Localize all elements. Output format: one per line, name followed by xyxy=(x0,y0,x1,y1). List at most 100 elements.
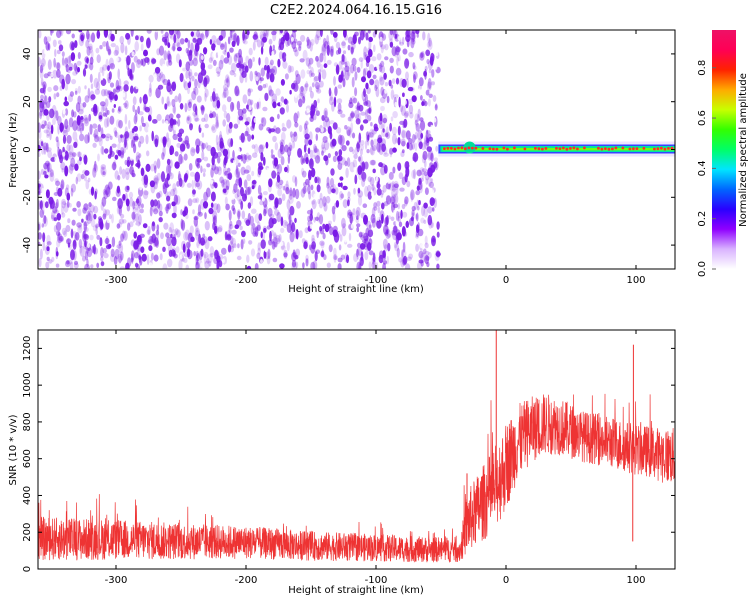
spectrogram-noise-cell xyxy=(397,211,401,219)
spectrogram-noise-cell xyxy=(100,89,107,97)
spectrogram-gap-cell xyxy=(229,91,233,97)
spectrogram-noise-cell xyxy=(217,166,222,176)
spectrogram-noise-cell xyxy=(323,41,329,49)
spectrogram-noise-cell xyxy=(296,40,302,46)
spectrogram-noise-cell xyxy=(411,141,415,150)
spectrogram-noise-cell xyxy=(87,87,91,99)
spectrogram-noise-cell xyxy=(232,243,237,249)
spectrogram-noise-cell xyxy=(413,201,418,211)
spectrogram-noise-cell xyxy=(172,183,177,192)
spectrogram-noise-cell xyxy=(244,65,249,73)
spectrogram-noise-cell xyxy=(125,198,130,207)
spectrogram-noise-cell xyxy=(360,251,364,262)
spectrogram-noise-cell xyxy=(56,213,62,221)
spectrogram-noise-cell xyxy=(268,239,273,246)
spectrogram-noise-cell xyxy=(315,30,321,39)
spectrogram-noise-cell xyxy=(401,203,406,210)
spectrogram-noise-cell xyxy=(213,215,217,226)
spectrogram-noise-cell xyxy=(83,221,89,227)
spectrogram-noise-cell xyxy=(65,30,72,35)
spectrogram-noise-cell xyxy=(282,185,286,191)
spectrogram-gap-cell xyxy=(264,247,268,253)
spectrogram-noise-cell xyxy=(298,230,303,239)
spectrogram-noise-cell xyxy=(363,46,368,57)
spectrogram-gap-cell xyxy=(62,151,66,157)
spectrogram-noise-cell xyxy=(339,176,344,181)
spectrogram-noise-cell xyxy=(355,114,360,122)
spectrogram-noise-cell xyxy=(242,193,247,202)
spectrogram-noise-cell xyxy=(135,113,138,123)
spectrogram-noise-cell xyxy=(309,158,314,170)
spectrogram-noise-cell xyxy=(379,76,385,86)
spectrogram-noise-cell xyxy=(226,233,232,240)
spectrogram-gap-cell xyxy=(396,87,400,92)
spectrogram-noise-cell xyxy=(212,59,217,66)
spectrogram-noise-cell xyxy=(102,64,108,71)
spectrogram-noise-cell xyxy=(294,70,299,78)
spectrogram-noise-cell xyxy=(267,248,271,260)
spectrogram-noise-cell xyxy=(52,198,55,208)
spectrogram-gap-cell xyxy=(86,243,90,248)
spectrogram-noise-cell xyxy=(360,59,363,69)
spectrogram-noise-cell xyxy=(340,193,345,199)
spectrogram-noise-cell xyxy=(424,137,430,146)
spectrogram-noise-cell xyxy=(39,64,44,74)
spectrogram-noise-cell xyxy=(240,132,245,143)
spectrogram-noise-cell xyxy=(56,69,61,78)
spectrogram-noise-cell xyxy=(429,197,435,207)
spectrogram-noise-cell xyxy=(229,220,233,227)
spectrogram-noise-cell xyxy=(326,59,332,65)
spectrogram-gap-cell xyxy=(366,209,370,214)
spectrogram-noise-cell xyxy=(423,171,428,176)
spectrogram-noise-cell xyxy=(319,30,323,38)
spectrogram-noise-cell xyxy=(199,198,206,210)
spectrogram-gap-cell xyxy=(384,88,388,94)
spectrogram-noise-cell xyxy=(243,169,250,174)
spectrogram-noise-cell xyxy=(252,179,257,189)
spectrogram-noise-cell xyxy=(49,172,55,182)
spectrogram-noise-cell xyxy=(66,125,71,133)
spectrogram-noise-cell xyxy=(231,237,237,248)
spectrogram-noise-cell xyxy=(46,246,50,252)
spectrogram-noise-cell xyxy=(212,181,217,187)
spectrogram-noise-cell xyxy=(56,92,60,98)
spectrogram-noise-cell xyxy=(107,181,113,190)
spectrogram-noise-cell xyxy=(53,192,59,196)
spectrogram-noise-cell xyxy=(371,217,376,228)
spectrogram-noise-cell xyxy=(307,215,310,222)
spectrogram-noise-cell xyxy=(242,94,248,104)
spectrogram-noise-cell xyxy=(221,183,225,189)
spectrogram-noise-cell xyxy=(216,260,220,269)
spectrogram-gap-cell xyxy=(395,220,399,226)
spectrogram-noise-cell xyxy=(199,33,205,41)
spectrogram-noise-cell xyxy=(310,104,316,115)
spectrogram-noise-cell xyxy=(174,151,179,157)
spectrogram-noise-cell xyxy=(253,32,259,43)
spectrogram-noise-cell xyxy=(154,165,157,174)
spectrogram-noise-cell xyxy=(186,142,190,150)
spectrogram-noise-cell xyxy=(183,252,190,258)
spectrogram-noise-cell xyxy=(390,84,394,89)
spectrogram-noise-cell xyxy=(366,220,372,230)
spectrogram-noise-cell xyxy=(40,78,44,86)
spectrogram-noise-cell xyxy=(336,127,342,134)
spectrogram-noise-cell xyxy=(223,50,227,56)
spectrogram-noise-cell xyxy=(301,167,305,176)
spectrogram-noise-cell xyxy=(287,65,292,74)
snr-spikes xyxy=(466,330,634,542)
spectrogram-noise-cell xyxy=(265,141,269,149)
spectrogram-noise-cell xyxy=(180,146,183,154)
spectrogram-noise-cell xyxy=(86,213,92,224)
spectrogram-noise-cell xyxy=(394,33,398,40)
spectrogram-x-tick-label: -100 xyxy=(365,275,388,286)
spectrogram-noise-cell xyxy=(226,76,230,88)
spectrogram-noise-cell xyxy=(109,150,115,157)
spectrogram-noise-cell xyxy=(311,82,315,88)
spectrogram-noise-cell xyxy=(316,35,321,41)
spectrogram-noise-cell xyxy=(287,154,291,164)
spectrogram-noise-cell xyxy=(332,183,337,195)
spectrogram-noise-cell xyxy=(208,260,212,267)
spectrogram-gap-cell xyxy=(347,95,351,101)
spectrogram-noise-cell xyxy=(414,119,418,126)
spectrogram-noise-cell xyxy=(254,70,258,76)
